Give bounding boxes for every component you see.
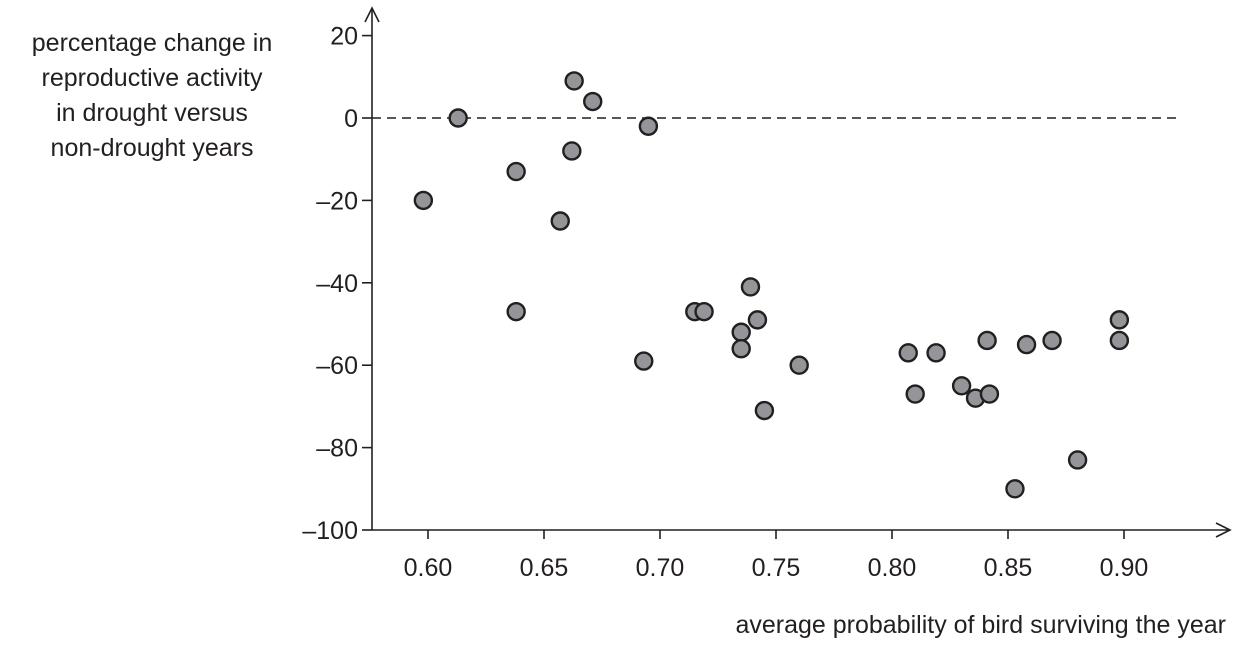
data-point [905,384,925,404]
data-point [1109,330,1130,351]
y-tick-label: –60 [316,352,358,380]
y-tick-label: 20 [330,23,358,51]
data-point [506,301,526,322]
x-tick-label: 0.85 [984,554,1033,582]
x-tick-label: 0.90 [1100,554,1149,582]
data-point [413,190,434,211]
data-point [747,310,768,330]
x-tick-label: 0.75 [752,554,801,582]
y-tick-label: –80 [316,435,358,463]
y-axis-title-line-4: non-drought years [51,134,254,162]
data-point [1042,330,1062,351]
data-point [506,161,526,182]
y-axis-ticks: 20 0 –20 –40 –60 –80 –100 [302,23,372,545]
x-tick-label: 0.70 [636,554,685,582]
data-point [1016,334,1037,355]
y-axis-arrow [364,6,380,23]
data-point [951,376,972,396]
data-point [754,400,775,421]
data-point [638,116,659,136]
y-axis-title-line-3: in drought versus [56,99,248,127]
data-point [448,108,468,128]
x-axis-ticks: 0.60 0.65 0.70 0.75 0.80 0.85 0.90 [404,530,1149,582]
x-tick-label: 0.65 [520,554,569,582]
data-point [634,351,654,371]
x-tick-label: 0.80 [868,554,917,582]
data-points [413,71,1130,499]
y-axis-title-line-2: reproductive activity [42,64,263,92]
data-point [694,301,714,322]
data-point [977,330,997,351]
data-point [926,343,946,363]
y-axis-title: percentage change in reproductive activi… [32,29,272,162]
y-tick-label: –40 [316,270,358,298]
x-tick-label: 0.60 [404,554,453,582]
y-axis-title-line-1: percentage change in [32,29,272,57]
data-point [789,355,809,375]
data-point [1109,310,1130,330]
x-axis-arrow [1215,522,1232,538]
axes [364,6,1232,538]
y-tick-label: –100 [302,517,358,545]
data-point [740,277,761,297]
data-point [550,211,570,231]
data-point [979,384,1000,404]
data-point [731,339,751,359]
data-point [562,141,582,161]
data-point [731,322,751,342]
data-point [564,71,584,91]
data-point [583,91,603,112]
y-tick-label: –20 [316,187,358,215]
data-point [898,343,918,363]
x-axis-title: average probability of bird surviving th… [735,611,1226,639]
data-point [1005,479,1025,499]
y-tick-label: 0 [344,105,358,133]
data-point [1067,450,1088,470]
